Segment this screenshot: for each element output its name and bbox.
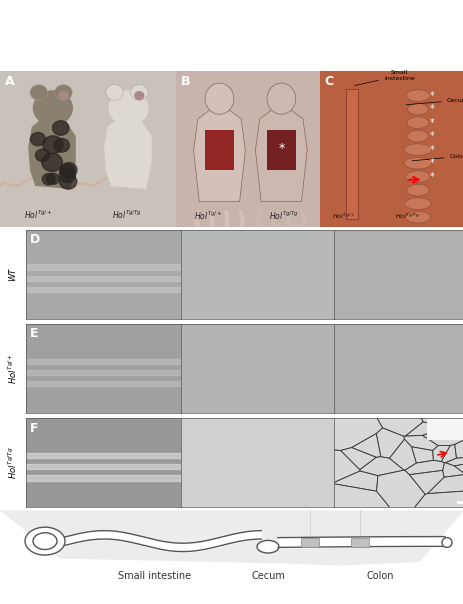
Text: *: * bbox=[429, 131, 434, 141]
Text: $Hol^{Tg/Tg}$: $Hol^{Tg/Tg}$ bbox=[269, 210, 299, 222]
Polygon shape bbox=[345, 89, 357, 219]
Circle shape bbox=[205, 83, 233, 114]
Text: A: A bbox=[5, 76, 15, 88]
Text: Colon: Colon bbox=[365, 571, 393, 581]
Bar bbox=[25, 453, 181, 458]
Polygon shape bbox=[193, 108, 245, 202]
Ellipse shape bbox=[403, 144, 431, 155]
Circle shape bbox=[42, 153, 63, 172]
Text: Colon: Colon bbox=[411, 154, 463, 161]
Polygon shape bbox=[266, 130, 295, 170]
Circle shape bbox=[25, 527, 65, 555]
Circle shape bbox=[266, 83, 295, 114]
Ellipse shape bbox=[257, 541, 278, 553]
Circle shape bbox=[31, 132, 45, 146]
Ellipse shape bbox=[405, 90, 429, 101]
Text: C: C bbox=[324, 76, 333, 88]
Bar bbox=[25, 370, 181, 375]
Bar bbox=[25, 265, 181, 270]
Text: WT: WT bbox=[8, 268, 18, 281]
Bar bbox=[25, 287, 181, 292]
Polygon shape bbox=[28, 114, 75, 189]
Circle shape bbox=[109, 91, 148, 125]
Text: *: * bbox=[429, 158, 434, 168]
Circle shape bbox=[42, 173, 55, 185]
Text: *: * bbox=[429, 144, 434, 155]
Text: D: D bbox=[30, 233, 40, 246]
Bar bbox=[25, 475, 181, 481]
Circle shape bbox=[30, 85, 48, 100]
Circle shape bbox=[47, 173, 59, 184]
Text: *: * bbox=[429, 91, 434, 101]
Circle shape bbox=[59, 169, 75, 182]
Bar bbox=[300, 538, 319, 547]
Circle shape bbox=[60, 164, 75, 178]
Circle shape bbox=[60, 162, 77, 177]
Circle shape bbox=[52, 121, 69, 135]
Polygon shape bbox=[255, 108, 307, 202]
Text: $Hol^{Tg/Tg}$: $Hol^{Tg/Tg}$ bbox=[7, 446, 19, 479]
Ellipse shape bbox=[407, 130, 428, 142]
Text: Cecum: Cecum bbox=[406, 98, 463, 104]
Polygon shape bbox=[426, 418, 463, 440]
Circle shape bbox=[33, 91, 72, 125]
Text: $Hol^{Tg/+}$: $Hol^{Tg/+}$ bbox=[193, 210, 222, 222]
Ellipse shape bbox=[403, 157, 431, 169]
Text: $Hol^{Tg/Tg}$: $Hol^{Tg/Tg}$ bbox=[394, 211, 419, 221]
Polygon shape bbox=[0, 510, 463, 565]
Ellipse shape bbox=[406, 184, 428, 196]
Text: *: * bbox=[429, 172, 434, 182]
Circle shape bbox=[130, 85, 148, 100]
Text: Small intestine: Small intestine bbox=[118, 571, 191, 581]
Ellipse shape bbox=[405, 171, 429, 182]
Bar bbox=[350, 538, 368, 547]
Text: $Hol^{Tg/Tg}$: $Hol^{Tg/Tg}$ bbox=[112, 208, 142, 220]
Text: *: * bbox=[429, 104, 434, 114]
Text: $Hol^{Tg/+}$: $Hol^{Tg/+}$ bbox=[25, 208, 53, 220]
Text: F: F bbox=[30, 422, 38, 434]
Bar bbox=[25, 359, 181, 364]
Circle shape bbox=[59, 92, 68, 100]
Circle shape bbox=[33, 533, 57, 550]
Circle shape bbox=[54, 138, 69, 152]
Polygon shape bbox=[205, 130, 233, 170]
Circle shape bbox=[43, 136, 63, 153]
Ellipse shape bbox=[407, 103, 427, 115]
Text: $Hol^{Tg/+}$: $Hol^{Tg/+}$ bbox=[331, 211, 355, 221]
Circle shape bbox=[106, 85, 123, 100]
Ellipse shape bbox=[404, 198, 430, 210]
Bar bbox=[25, 381, 181, 387]
Text: E: E bbox=[30, 327, 38, 340]
Ellipse shape bbox=[441, 538, 451, 547]
Circle shape bbox=[35, 149, 50, 161]
Circle shape bbox=[135, 92, 144, 100]
Ellipse shape bbox=[405, 211, 430, 223]
Polygon shape bbox=[104, 114, 151, 189]
Ellipse shape bbox=[406, 117, 428, 129]
Text: B: B bbox=[180, 76, 190, 88]
Text: Cecum: Cecum bbox=[250, 571, 284, 581]
Bar bbox=[25, 275, 181, 281]
Circle shape bbox=[55, 85, 72, 100]
Text: $Hol^{Tg/+}$: $Hol^{Tg/+}$ bbox=[7, 353, 19, 384]
Bar bbox=[25, 464, 181, 469]
Text: *: * bbox=[278, 142, 284, 155]
Text: *: * bbox=[429, 118, 434, 127]
Text: Small
instestine: Small instestine bbox=[354, 70, 414, 86]
Circle shape bbox=[59, 174, 76, 189]
